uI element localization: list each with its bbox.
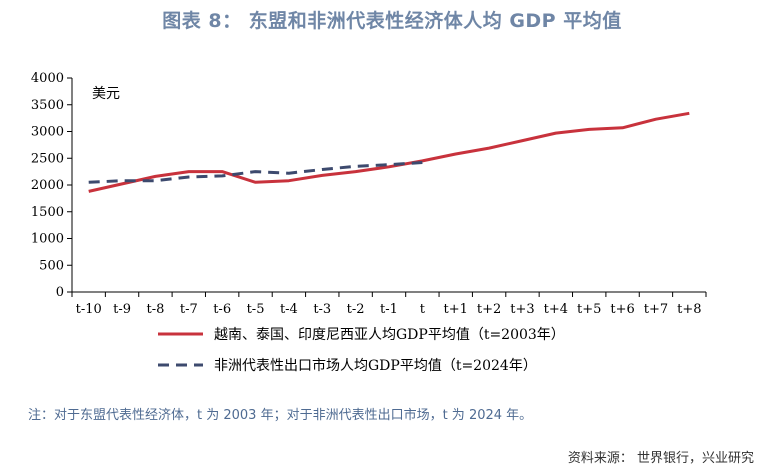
y-tick-label: 500 — [39, 258, 64, 273]
y-tick-label: 1500 — [31, 205, 64, 220]
x-tick-label: t-1 — [380, 302, 398, 317]
x-ticks: t-10 t-9 t-8 t-7 t-6 t-5 t-4 t-3 t-2 t-1 t t+1 t+2 t+… — [71, 292, 707, 317]
x-tick-label: t-3 — [313, 302, 331, 317]
x-tick-label: t+1 — [444, 302, 468, 317]
x-tick-label: t-8 — [146, 302, 164, 317]
chart-axes — [71, 78, 706, 293]
x-tick-label: t-10 — [76, 302, 102, 317]
page-title: 图表 8： 东盟和非洲代表性经济体人均 GDP 平均值 — [162, 10, 622, 32]
x-tick-label: t+3 — [510, 302, 534, 317]
y-tick-label: 4000 — [31, 71, 64, 86]
x-tick-label: t-2 — [347, 302, 365, 317]
legend-label-africa: 非洲代表性出口市场人均GDP平均值（t=2024年） — [214, 357, 537, 374]
x-tick-label: t — [420, 302, 426, 317]
x-tick-label: t-4 — [280, 302, 298, 317]
x-tick-label: t+4 — [544, 302, 568, 317]
chart-legend: 越南、泰国、印度尼西亚人均GDP平均值（t=2003年） 非洲代表性出口市场人均… — [158, 327, 565, 374]
x-tick-label: t+8 — [677, 302, 701, 317]
series-line-asean — [88, 111, 690, 193]
series-lines — [88, 111, 690, 193]
source-credit: 资料来源： 世界银行，兴业研究 — [567, 451, 754, 466]
x-tick-label: t+5 — [577, 302, 601, 317]
x-tick-label: t-5 — [247, 302, 265, 317]
y-tick-label: 3000 — [31, 125, 64, 140]
x-tick-label: t-6 — [213, 302, 231, 317]
x-tick-label: t-7 — [180, 302, 198, 317]
y-tick-label: 0 — [56, 285, 64, 300]
y-tick-label: 2500 — [31, 151, 64, 166]
y-ticks: 0 500 1000 1500 2000 2500 3000 3500 4000 — [31, 71, 72, 300]
x-tick-label: t+7 — [644, 302, 668, 317]
legend-label-asean: 越南、泰国、印度尼西亚人均GDP平均值（t=2003年） — [214, 327, 565, 343]
x-tick-label: t-9 — [113, 302, 131, 317]
y-tick-label: 2000 — [31, 178, 64, 193]
footnote: 注：对于东盟代表性经济体，t 为 2003 年；对于非洲代表性出口市场，t 为 … — [28, 408, 533, 423]
x-tick-label: t+6 — [610, 302, 634, 317]
series-line-africa — [88, 161, 423, 184]
y-tick-label: 3500 — [31, 98, 64, 113]
y-tick-label: 1000 — [31, 232, 64, 247]
y-axis-unit-label: 美元 — [92, 86, 120, 102]
x-tick-label: t+2 — [477, 302, 501, 317]
